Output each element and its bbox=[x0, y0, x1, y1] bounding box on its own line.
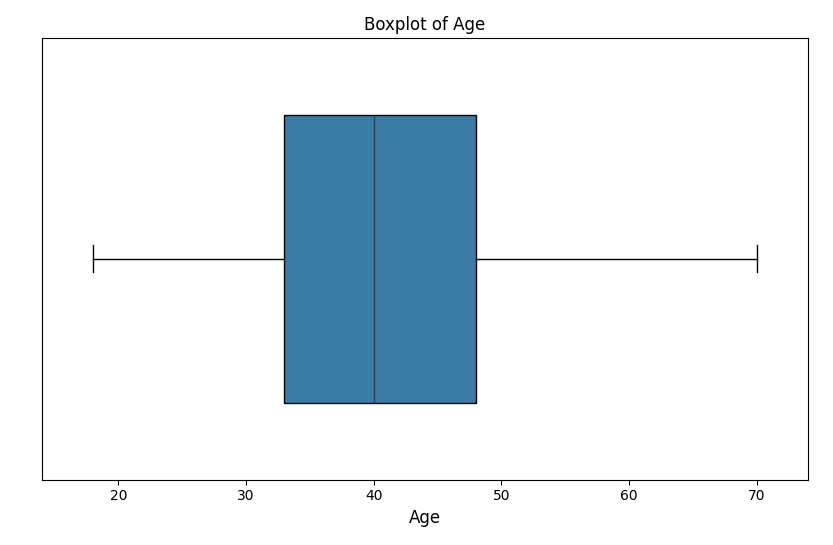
PathPatch shape bbox=[284, 114, 476, 403]
Title: Boxplot of Age: Boxplot of Age bbox=[364, 16, 486, 34]
X-axis label: Age: Age bbox=[409, 509, 441, 527]
